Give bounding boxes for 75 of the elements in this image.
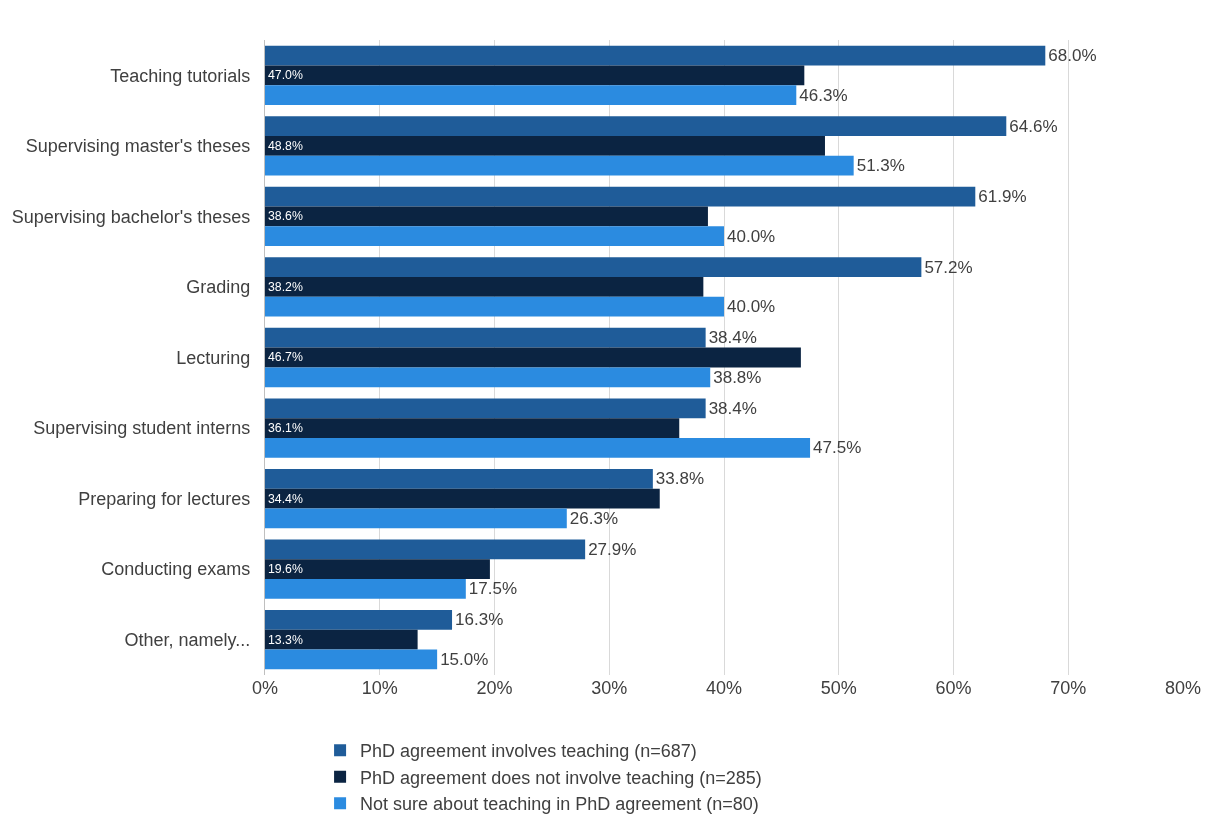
data-label: 19.6% [268, 562, 303, 577]
bar [265, 45, 1046, 66]
x-tick-label: 40% [705, 678, 743, 698]
bar [265, 579, 466, 599]
bar [265, 508, 567, 529]
x-tick-label: 70% [1050, 678, 1087, 698]
x-tick-label: 80% [1164, 678, 1202, 698]
data-label: 27.9% [588, 539, 637, 559]
bar [265, 257, 922, 278]
bar [265, 206, 708, 227]
data-label: 48.8% [268, 138, 303, 153]
data-label: 61.9% [978, 187, 1027, 207]
data-label: 68.0% [1048, 46, 1097, 66]
x-tick-label: 0% [251, 678, 279, 698]
data-label: 38.4% [708, 328, 757, 348]
bar [265, 226, 724, 247]
bar [265, 398, 706, 419]
y-tick-label: Supervising master's theses [25, 136, 251, 157]
data-label: 40.0% [727, 226, 776, 246]
data-label: 57.2% [924, 257, 973, 277]
bar [265, 559, 490, 580]
bar [265, 649, 438, 670]
data-label: 64.6% [1009, 116, 1058, 136]
y-tick-label: Supervising bachelor's theses [11, 206, 251, 227]
bar [265, 488, 660, 509]
data-label: 38.8% [713, 367, 762, 387]
y-tick-label: Conducting exams [101, 559, 251, 580]
data-label: 47.5% [813, 438, 862, 458]
bar [265, 539, 586, 560]
bar [265, 437, 811, 458]
y-tick-label: Lecturing [176, 347, 251, 368]
bar [265, 65, 805, 86]
x-tick-label: 60% [935, 678, 972, 698]
data-label: 16.3% [455, 610, 504, 630]
data-label: 33.8% [655, 469, 705, 489]
bar [265, 367, 711, 388]
bar [265, 296, 724, 317]
y-tick-label: Teaching tutorials [110, 65, 251, 86]
x-tick-label: 30% [591, 678, 628, 698]
data-label: 34.4% [268, 491, 303, 506]
data-label: 38.6% [268, 209, 303, 224]
bar [265, 418, 680, 438]
bar [265, 155, 854, 176]
data-label: 15.0% [440, 649, 489, 669]
data-label: 46.3% [799, 85, 848, 105]
data-label: 40.0% [727, 297, 776, 317]
y-tick-label: Other, namely... [124, 630, 251, 651]
data-label: 26.3% [569, 508, 618, 528]
data-label: 38.2% [268, 279, 303, 294]
legend-label: PhD agreement involves teaching (n=687) [360, 741, 697, 762]
y-tick-label: Preparing for lectures [78, 488, 251, 509]
data-label: 36.1% [268, 421, 303, 436]
bar [265, 610, 453, 630]
bar [265, 116, 1007, 136]
data-label: 38.4% [708, 398, 757, 418]
legend-label: Not sure about teaching in PhD agreement (n=80) [360, 794, 759, 815]
data-label: 13.3% [268, 632, 303, 647]
bar [265, 327, 706, 348]
y-tick-label: Supervising student interns [33, 418, 251, 439]
data-label: 51.3% [856, 156, 905, 176]
x-tick-label: 20% [476, 678, 513, 698]
data-label: 47.0% [268, 68, 303, 83]
bar [265, 135, 825, 156]
bar [265, 186, 976, 207]
bar [265, 277, 704, 297]
bar [265, 347, 801, 368]
x-tick-label: 10% [361, 678, 398, 698]
data-label: 17.5% [468, 579, 518, 599]
data-label: 46.7% [268, 350, 303, 365]
bar [265, 468, 653, 489]
legend-label: PhD agreement does not involve teaching (n=285) [360, 767, 762, 788]
bar [265, 85, 797, 105]
x-tick-label: 50% [820, 678, 857, 698]
y-tick-label: Grading [186, 277, 251, 298]
bar [265, 629, 418, 650]
